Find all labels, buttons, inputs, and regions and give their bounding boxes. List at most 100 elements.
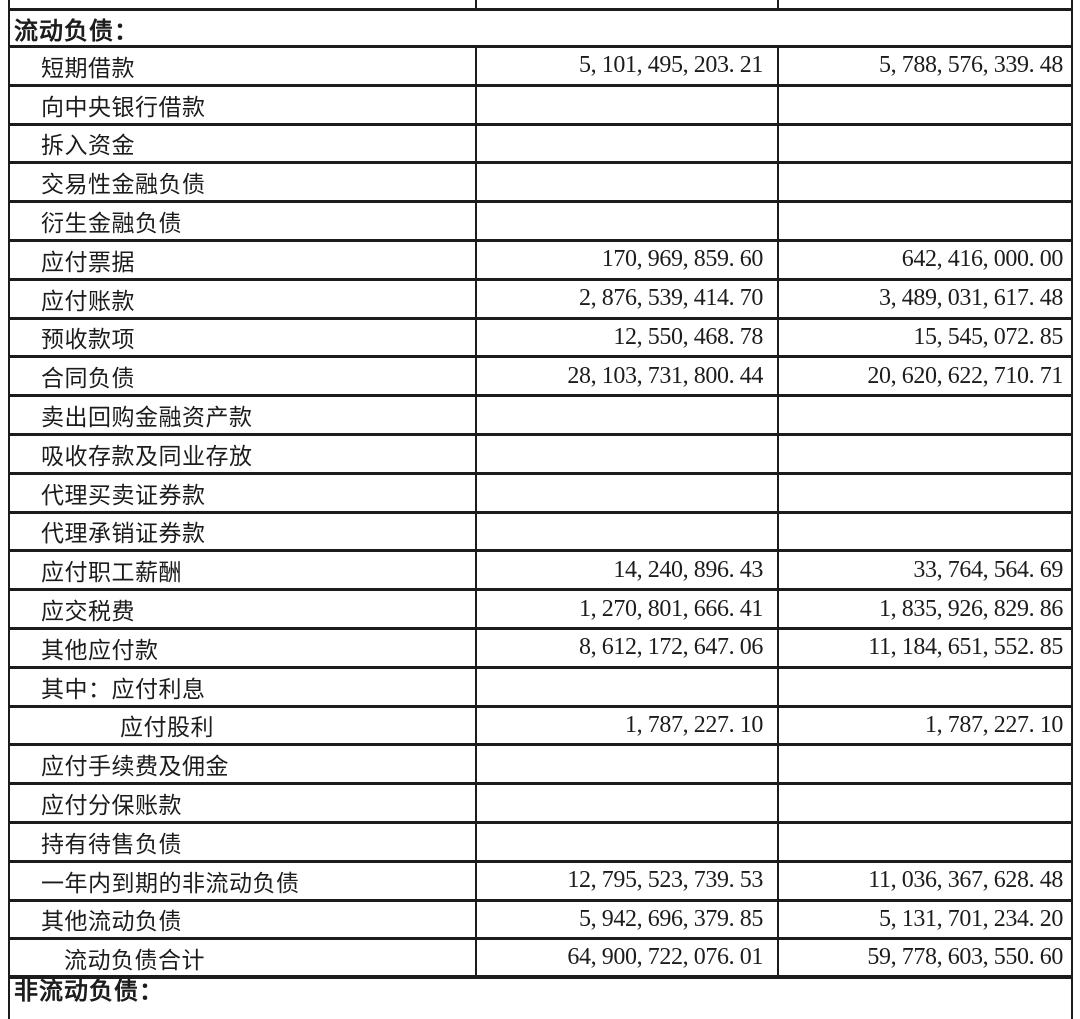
table-row: 代理买卖证券款 [10,475,1071,514]
amount-col1 [477,746,779,782]
row-label: 持有待售负债 [10,824,477,860]
amount-col2 [779,164,1071,200]
amount-col2: 1, 835, 926, 829. 86 [779,591,1071,627]
amount-col1: 64, 900, 722, 076. 01 [477,940,779,975]
row-label: 应付股利 [10,708,477,744]
amount-col1: 5, 942, 696, 379. 85 [477,902,779,938]
amount-col2 [779,669,1071,705]
row-label: 应付分保账款 [10,785,477,821]
table-row: 向中央银行借款 [10,87,1071,126]
amount-col2 [779,824,1071,860]
table-row: 代理承销证券款 [10,514,1071,553]
table-row-subtotal: 流动负债合计 64, 900, 722, 076. 01 59, 778, 60… [10,940,1071,979]
table-row: 应付手续费及佣金 [10,746,1071,785]
row-label: 其他流动负债 [10,902,477,938]
clipped-top-col2-cell [779,0,1071,8]
row-label: 其中：应付利息 [10,669,477,705]
row-label: 交易性金融负债 [10,164,477,200]
table-row: 应付账款 2, 876, 539, 414. 70 3, 489, 031, 6… [10,281,1071,320]
table-row: 预收款项 12, 550, 468. 78 15, 545, 072. 85 [10,320,1071,359]
amount-col2: 5, 788, 576, 339. 48 [779,48,1071,84]
amount-col1: 2, 876, 539, 414. 70 [477,281,779,317]
clipped-top-col1-cell [477,0,779,8]
row-label: 短期借款 [10,48,477,84]
amount-col1: 12, 550, 468. 78 [477,320,779,356]
amount-col2 [779,514,1071,550]
row-label: 一年内到期的非流动负债 [10,863,477,899]
table-row: 其中：应付利息 [10,669,1071,708]
amount-col2 [779,746,1071,782]
amount-col1: 12, 795, 523, 739. 53 [477,863,779,899]
amount-col1: 1, 787, 227. 10 [477,708,779,744]
row-label: 应付票据 [10,242,477,278]
table-row: 拆入资金 [10,126,1071,165]
clipped-row-top [10,0,1071,11]
table-row: 吸收存款及同业存放 [10,436,1071,475]
amount-col2: 11, 036, 367, 628. 48 [779,863,1071,899]
balance-sheet-table: 流动负债： 短期借款 5, 101, 495, 203. 21 5, 788, … [8,0,1073,1019]
amount-col2 [779,436,1071,472]
amount-col2: 1, 787, 227. 10 [779,708,1071,744]
table-row: 短期借款 5, 101, 495, 203. 21 5, 788, 576, 3… [10,48,1071,87]
amount-col2 [779,203,1071,239]
table-row: 应付职工薪酬 14, 240, 896. 43 33, 764, 564. 69 [10,552,1071,591]
table-row: 应交税费 1, 270, 801, 666. 41 1, 835, 926, 8… [10,591,1071,630]
amount-col2: 5, 131, 701, 234. 20 [779,902,1071,938]
amount-col1 [477,126,779,162]
table-row: 一年内到期的非流动负债 12, 795, 523, 739. 53 11, 03… [10,863,1071,902]
amount-col1: 1, 270, 801, 666. 41 [477,591,779,627]
amount-col2: 15, 545, 072. 85 [779,320,1071,356]
table-row: 衍生金融负债 [10,203,1071,242]
clipped-top-label-cell [10,0,477,8]
row-label: 应交税费 [10,591,477,627]
amount-col2 [779,126,1071,162]
table-row: 持有待售负债 [10,824,1071,863]
amount-col1 [477,669,779,705]
amount-col1: 5, 101, 495, 203. 21 [477,48,779,84]
amount-col2 [779,475,1071,511]
amount-col2 [779,87,1071,123]
row-label: 应付账款 [10,281,477,317]
table-row: 合同负债 28, 103, 731, 800. 44 20, 620, 622,… [10,358,1071,397]
amount-col1 [477,436,779,472]
row-label: 其他应付款 [10,630,477,666]
row-label: 合同负债 [10,358,477,394]
amount-col1 [477,785,779,821]
amount-col1 [477,824,779,860]
section-title: 流动负债： [10,11,1071,45]
amount-col1 [477,475,779,511]
amount-col1 [477,397,779,433]
row-label: 代理承销证券款 [10,514,477,550]
amount-col1 [477,203,779,239]
amount-col1 [477,87,779,123]
table-row: 其他流动负债 5, 942, 696, 379. 85 5, 131, 701,… [10,902,1071,941]
amount-col1 [477,514,779,550]
amount-col1: 28, 103, 731, 800. 44 [477,358,779,394]
table-row: 其他应付款 8, 612, 172, 647. 06 11, 184, 651,… [10,630,1071,669]
row-label: 向中央银行借款 [10,87,477,123]
amount-col1: 8, 612, 172, 647. 06 [477,630,779,666]
amount-col1: 14, 240, 896. 43 [477,552,779,588]
amount-col2: 3, 489, 031, 617. 48 [779,281,1071,317]
table-row: 应付股利 1, 787, 227. 10 1, 787, 227. 10 [10,708,1071,747]
section-header-row: 流动负债： [10,11,1071,48]
table-row: 应付分保账款 [10,785,1071,824]
amount-col2: 11, 184, 651, 552. 85 [779,630,1071,666]
table-row: 卖出回购金融资产款 [10,397,1071,436]
row-label: 应付职工薪酬 [10,552,477,588]
clipped-row-bottom: 非流动负债： [10,979,1071,1019]
table-row: 交易性金融负债 [10,164,1071,203]
amount-col1 [477,164,779,200]
table-row: 应付票据 170, 969, 859. 60 642, 416, 000. 00 [10,242,1071,281]
row-label: 拆入资金 [10,126,477,162]
amount-col2 [779,397,1071,433]
amount-col2: 20, 620, 622, 710. 71 [779,358,1071,394]
balance-sheet-page: 流动负债： 短期借款 5, 101, 495, 203. 21 5, 788, … [0,0,1080,988]
row-label: 代理买卖证券款 [10,475,477,511]
amount-col2 [779,785,1071,821]
amount-col2: 59, 778, 603, 550. 60 [779,940,1071,975]
amount-col2: 642, 416, 000. 00 [779,242,1071,278]
row-label: 预收款项 [10,320,477,356]
next-section-title: 非流动负债： [10,979,1071,1019]
amount-col1: 170, 969, 859. 60 [477,242,779,278]
